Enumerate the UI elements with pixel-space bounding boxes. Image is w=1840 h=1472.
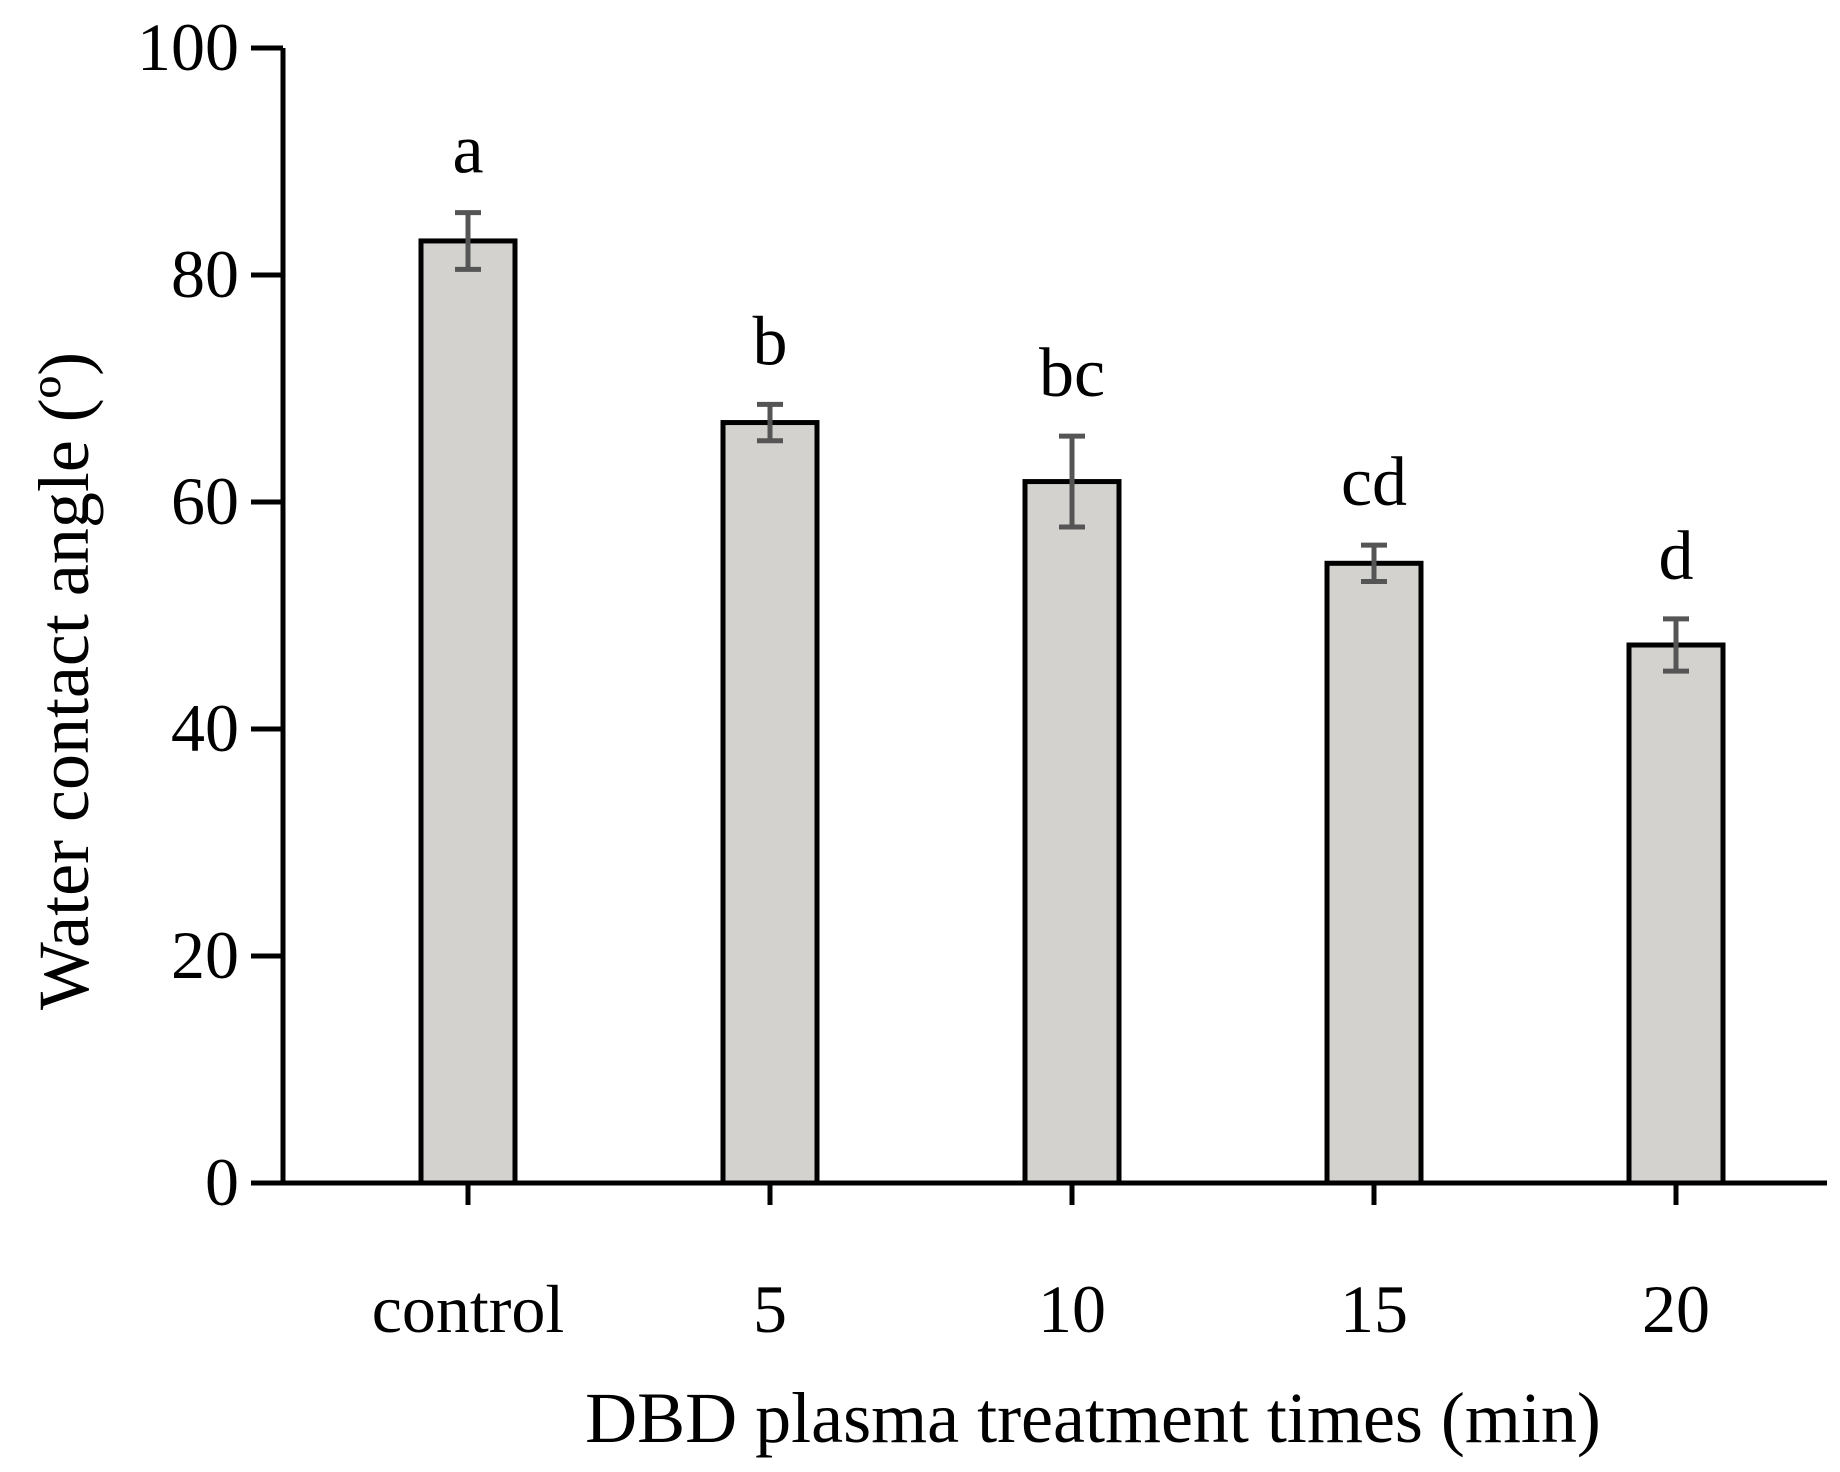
y-axis-title: Water contact angle (º) — [24, 352, 104, 1010]
y-tick-label: 0 — [205, 1144, 239, 1220]
significance-letter: d — [1659, 518, 1694, 595]
x-tick-label: 10 — [1038, 1271, 1106, 1347]
bar-series — [418, 238, 1726, 1186]
significance-letter: a — [452, 112, 483, 189]
error-bar — [1663, 616, 1689, 674]
y-tick-label: 40 — [171, 690, 239, 766]
bar — [1022, 479, 1122, 1186]
error-bars — [455, 210, 1689, 674]
x-tick-label: 5 — [753, 1271, 787, 1347]
x-axis-tick-labels: control 5 10 15 20 — [372, 1183, 1710, 1347]
x-tick-label: 20 — [1642, 1271, 1710, 1347]
y-tick-label: 20 — [171, 917, 239, 993]
error-bar — [455, 210, 481, 272]
y-tick-label: 60 — [171, 463, 239, 539]
error-bar — [757, 401, 783, 444]
bar — [720, 420, 820, 1186]
y-tick-label: 80 — [171, 236, 239, 312]
error-bar — [1361, 542, 1387, 584]
y-axis-tick-labels: 0 20 40 60 80 100 — [137, 9, 283, 1220]
significance-letter: cd — [1341, 444, 1407, 521]
significance-letters: a b bc cd d — [452, 112, 1693, 595]
x-tick-label: control — [372, 1271, 565, 1347]
bar — [418, 238, 518, 1186]
bar — [1324, 560, 1424, 1186]
x-tick-label: 15 — [1340, 1271, 1408, 1347]
error-bar — [1059, 433, 1085, 530]
x-axis-title: DBD plasma treatment times (min) — [585, 1378, 1601, 1458]
significance-letter: bc — [1039, 335, 1105, 412]
bar — [1626, 642, 1726, 1186]
significance-letter: b — [753, 303, 788, 380]
y-tick-label: 100 — [137, 9, 239, 85]
axes — [280, 48, 1827, 1186]
